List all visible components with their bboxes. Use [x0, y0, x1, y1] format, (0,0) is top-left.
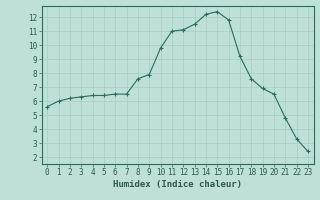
X-axis label: Humidex (Indice chaleur): Humidex (Indice chaleur) [113, 180, 242, 189]
